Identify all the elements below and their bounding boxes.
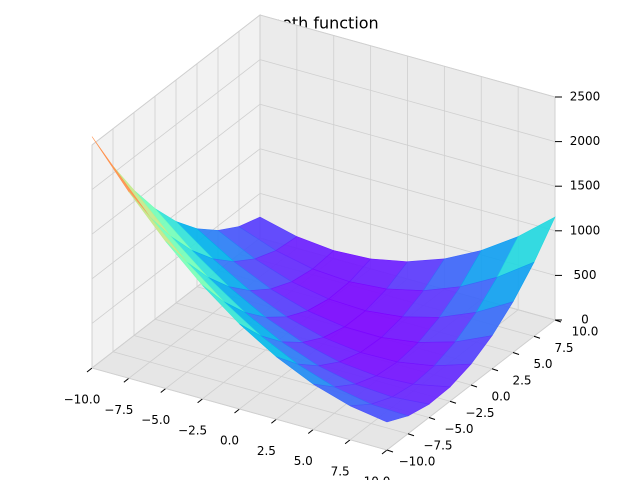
x-tick-label: −7.5 bbox=[104, 403, 133, 417]
y-tick bbox=[449, 400, 457, 404]
x-tick bbox=[123, 377, 130, 383]
y-tick-label: 5.0 bbox=[533, 357, 552, 371]
grid-line bbox=[91, 193, 261, 324]
x-tick bbox=[160, 388, 167, 393]
y-tick bbox=[386, 449, 394, 453]
x-tick bbox=[197, 398, 203, 404]
grid-line bbox=[112, 351, 409, 435]
x-tick bbox=[307, 429, 314, 434]
y-tick bbox=[491, 368, 499, 372]
grid-line bbox=[91, 103, 261, 235]
y-tick bbox=[428, 417, 436, 420]
x-tick bbox=[271, 418, 277, 424]
z-tick-label: 2500 bbox=[570, 90, 601, 104]
x-tick-label: −10.0 bbox=[64, 393, 101, 407]
y-tick-label: −10.0 bbox=[399, 455, 436, 469]
x-tick-label: 7.5 bbox=[331, 464, 350, 478]
x-tick-label: 2.5 bbox=[257, 444, 276, 458]
x-tick-label: −5.0 bbox=[141, 413, 170, 427]
y-tick-label: 7.5 bbox=[554, 341, 573, 355]
surface-patch bbox=[350, 403, 410, 423]
y-tick bbox=[470, 384, 478, 388]
y-tick-label: 0.0 bbox=[491, 390, 510, 404]
z-tick-label: 2000 bbox=[570, 134, 601, 148]
y-tick bbox=[512, 352, 520, 355]
grid-line bbox=[91, 59, 261, 190]
y-tick bbox=[407, 433, 415, 437]
grid-line bbox=[259, 103, 556, 187]
y-tick-label: 10.0 bbox=[572, 325, 599, 339]
z-tick-label: 500 bbox=[574, 268, 597, 282]
grid-line bbox=[259, 14, 556, 98]
y-tick-label: −5.0 bbox=[444, 422, 473, 436]
y-tick bbox=[533, 335, 541, 339]
x-tick-label: 0.0 bbox=[220, 434, 239, 448]
x-tick-label: 10.0 bbox=[364, 475, 391, 480]
x-tick bbox=[381, 449, 388, 455]
y-tick-label: 2.5 bbox=[512, 373, 531, 387]
z-tick-label: 1000 bbox=[570, 223, 601, 237]
grid-line bbox=[259, 59, 556, 142]
x-tick-label: −2.5 bbox=[178, 423, 207, 437]
grid-line bbox=[259, 148, 556, 232]
z-tick-label: 1500 bbox=[570, 179, 601, 193]
grid-line bbox=[91, 148, 261, 280]
y-tick-label: −2.5 bbox=[465, 406, 494, 420]
y-tick-label: −7.5 bbox=[423, 438, 452, 452]
x-tick bbox=[234, 408, 240, 414]
x-tick bbox=[344, 439, 351, 445]
z-tick-label: 0 bbox=[581, 313, 589, 327]
grid-line bbox=[91, 14, 261, 146]
x-tick-label: 5.0 bbox=[294, 454, 313, 468]
grid-line bbox=[91, 367, 388, 451]
x-tick bbox=[86, 367, 93, 373]
